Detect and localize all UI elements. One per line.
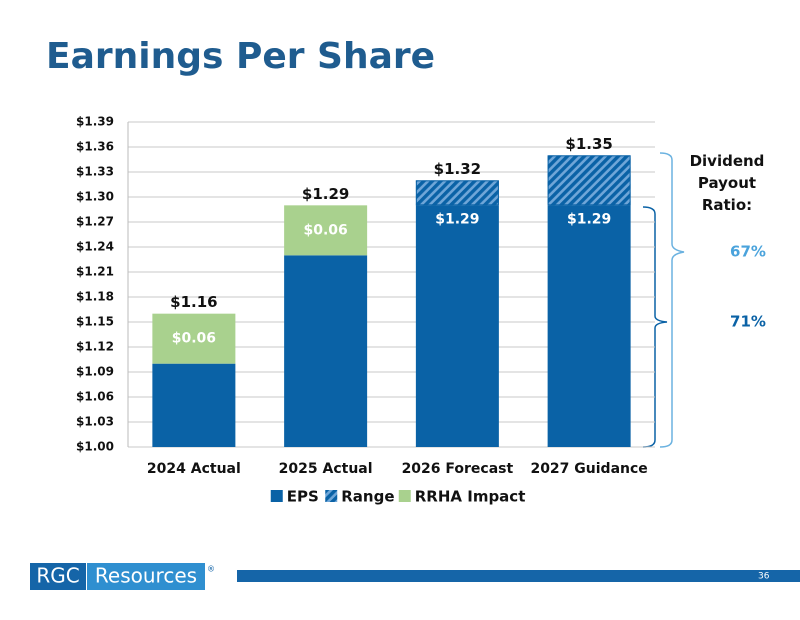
legend-swatch xyxy=(325,490,338,502)
total-label: $1.32 xyxy=(434,160,481,178)
value-label: $1.29 xyxy=(567,211,611,227)
range-outline xyxy=(415,180,499,206)
payout-ratio: 67% xyxy=(730,243,766,261)
chart-title: Earnings Per Share xyxy=(46,36,435,77)
total-label: $1.16 xyxy=(170,293,217,311)
page-number: 36 xyxy=(758,572,770,582)
y-tick-label: $1.27 xyxy=(76,215,114,229)
bracket-71 xyxy=(642,206,668,448)
total-label: $1.35 xyxy=(565,135,612,153)
logo-right-box xyxy=(87,563,205,590)
y-tick-label: $1.18 xyxy=(76,290,114,304)
y-tick-label: $1.06 xyxy=(76,390,114,404)
y-tick-label: $1.15 xyxy=(76,315,114,329)
legend-label: EPS xyxy=(287,488,319,506)
value-label: $0.06 xyxy=(172,331,216,347)
logo-left-box xyxy=(30,563,86,590)
value-label: $1.29 xyxy=(435,211,479,227)
y-tick-label: $1.39 xyxy=(76,115,114,129)
logo-left: RGC xyxy=(36,564,79,588)
y-tick-label: $1.21 xyxy=(76,265,114,279)
value-label: $0.06 xyxy=(303,222,347,238)
payout-ratio: 71% xyxy=(730,313,766,331)
bracket-67 xyxy=(659,152,685,448)
legend-swatch xyxy=(270,490,283,502)
y-tick-label: $1.33 xyxy=(76,165,114,179)
bar-segment xyxy=(547,155,631,206)
y-tick-label: $1.00 xyxy=(76,440,114,454)
bar-segment xyxy=(152,313,236,364)
x-tick-label: 2024 Actual xyxy=(147,461,241,477)
y-tick-label: $1.30 xyxy=(76,190,114,204)
y-tick-label: $1.09 xyxy=(76,365,114,379)
y-tick-label: $1.12 xyxy=(76,340,114,354)
legend-label: RRHA Impact xyxy=(415,488,526,506)
x-tick-label: 2026 Forecast xyxy=(402,461,514,477)
bar-segment xyxy=(284,205,368,256)
payout-title: Dividend Payout Ratio: xyxy=(689,152,765,214)
y-tick-label: $1.36 xyxy=(76,140,114,154)
bar-segment xyxy=(547,205,631,447)
bar-segment xyxy=(152,363,236,447)
x-tick-label: 2025 Actual xyxy=(279,461,373,477)
logo-right: Resources xyxy=(95,564,197,588)
legend-label: Range xyxy=(341,488,394,506)
legend-swatch xyxy=(398,490,411,502)
total-label: $1.29 xyxy=(302,185,349,203)
x-tick-label: 2027 Guidance xyxy=(530,461,647,477)
range-outline xyxy=(547,155,631,206)
bar-segment xyxy=(415,180,499,206)
bar-segment xyxy=(284,255,368,447)
bar-segment xyxy=(415,205,499,447)
footer-bar xyxy=(237,570,800,582)
y-tick-label: $1.24 xyxy=(76,240,114,254)
logo-mark: ® xyxy=(207,565,215,574)
y-tick-label: $1.03 xyxy=(76,415,114,429)
